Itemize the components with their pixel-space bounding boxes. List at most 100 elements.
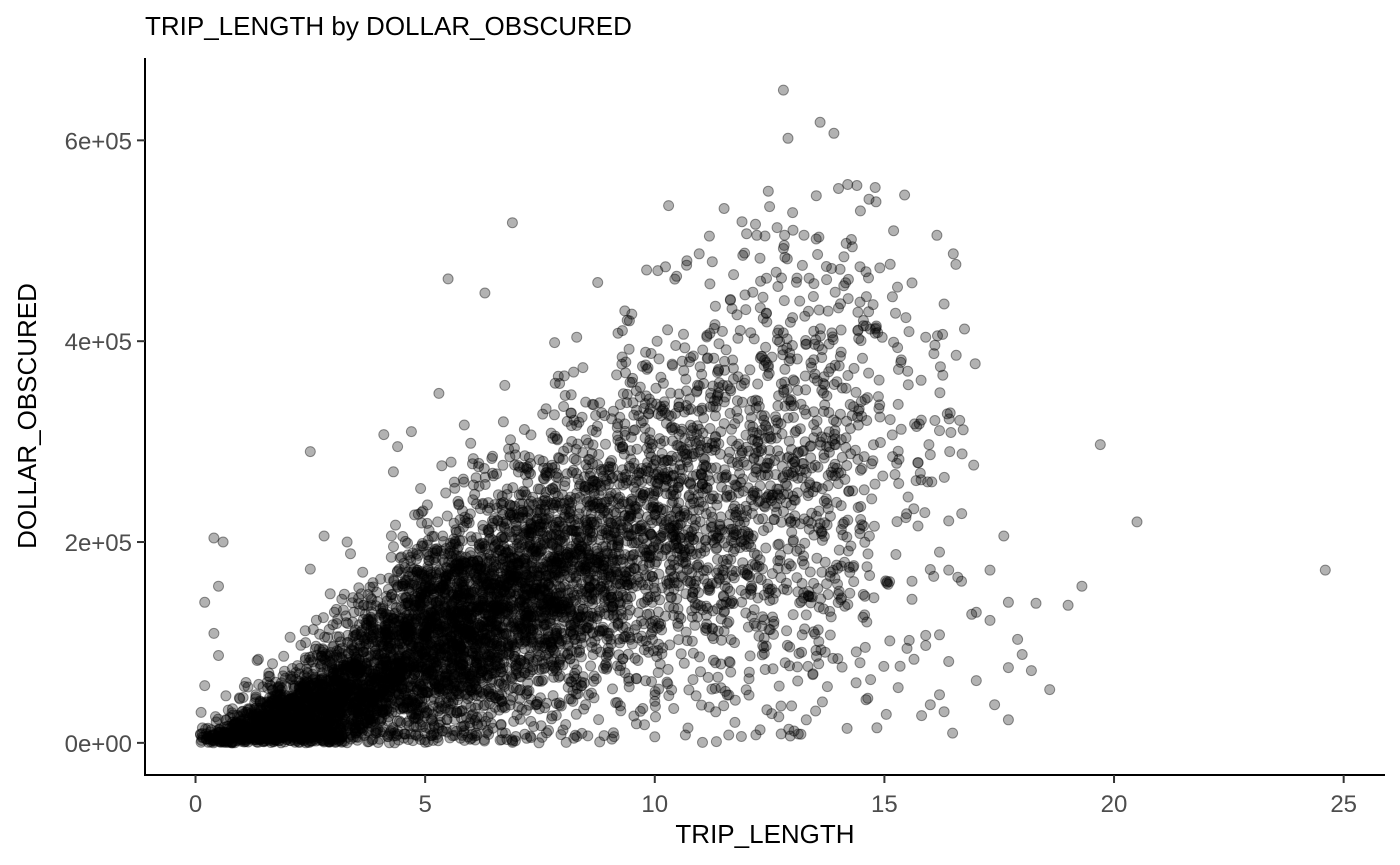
- data-point: [423, 554, 435, 566]
- data-point: [458, 645, 470, 657]
- data-point: [322, 716, 334, 728]
- data-point: [553, 633, 565, 645]
- data-point: [512, 557, 524, 569]
- data-point: [510, 581, 522, 593]
- data-point: [416, 506, 428, 518]
- data-point: [449, 671, 461, 683]
- data-point: [581, 622, 593, 634]
- data-point: [550, 709, 562, 721]
- data-point: [434, 582, 446, 594]
- data-point: [340, 661, 352, 673]
- data-point: [606, 540, 618, 552]
- data-point: [456, 672, 468, 684]
- data-point: [399, 617, 411, 629]
- data-point: [381, 635, 393, 647]
- data-point: [343, 648, 355, 660]
- data-point: [512, 574, 524, 586]
- data-point: [418, 669, 430, 681]
- points-layer: [195, 84, 1331, 749]
- data-point: [519, 643, 531, 655]
- data-point: [371, 689, 382, 701]
- data-point: [455, 658, 467, 670]
- data-point: [688, 497, 700, 509]
- data-point: [373, 683, 385, 695]
- data-point: [583, 689, 594, 701]
- data-point: [453, 627, 465, 639]
- data-point: [643, 487, 655, 499]
- data-point: [513, 576, 525, 588]
- data-point: [497, 636, 509, 648]
- data-point: [562, 547, 574, 559]
- data-point: [421, 662, 433, 674]
- data-point: [323, 695, 335, 707]
- data-point: [357, 614, 369, 625]
- data-point: [598, 591, 610, 603]
- data-point: [524, 666, 536, 678]
- data-point: [386, 589, 398, 601]
- data-point: [425, 656, 437, 668]
- data-point: [381, 628, 393, 640]
- data-point: [453, 573, 465, 585]
- data-point: [333, 631, 345, 643]
- data-point: [490, 547, 502, 559]
- data-point: [605, 461, 617, 473]
- data-point: [403, 571, 415, 582]
- data-point: [359, 631, 371, 643]
- data-point: [380, 622, 392, 634]
- data-point: [352, 725, 363, 737]
- data-point: [495, 567, 507, 579]
- data-point: [366, 696, 378, 708]
- data-point: [548, 502, 559, 514]
- data-point: [396, 580, 408, 592]
- data-point: [414, 734, 426, 745]
- data-point: [405, 642, 417, 654]
- data-point: [270, 715, 282, 726]
- data-point: [327, 641, 339, 653]
- data-point: [338, 673, 350, 685]
- data-point: [498, 670, 509, 682]
- data-point: [363, 736, 375, 748]
- data-point: [483, 574, 494, 585]
- data-point: [490, 604, 502, 616]
- data-point: [527, 636, 539, 648]
- data-point: [383, 737, 395, 749]
- data-point: [485, 683, 497, 694]
- data-point: [399, 690, 411, 701]
- data-point: [507, 509, 519, 521]
- data-point: [382, 671, 394, 683]
- data-point: [421, 499, 433, 511]
- data-point: [497, 416, 509, 428]
- data-point: [455, 559, 467, 571]
- data-point: [473, 578, 485, 590]
- data-point: [412, 615, 424, 627]
- data-point: [509, 650, 521, 662]
- data-point: [519, 610, 531, 622]
- data-point: [323, 666, 335, 678]
- data-point: [599, 659, 611, 671]
- data-point: [550, 529, 562, 541]
- data-point: [596, 555, 608, 567]
- data-point: [381, 595, 393, 607]
- data-point: [540, 649, 551, 661]
- data-point: [328, 606, 340, 618]
- data-point: [364, 713, 376, 725]
- data-point: [456, 600, 468, 612]
- data-point: [238, 713, 250, 725]
- data-point: [394, 663, 406, 675]
- data-point: [535, 507, 546, 519]
- data-point: [431, 642, 443, 654]
- data-point: [329, 680, 341, 692]
- data-point: [408, 579, 420, 591]
- data-point: [461, 711, 472, 723]
- data-point: [540, 570, 552, 582]
- data-point: [407, 577, 419, 589]
- data-point: [474, 686, 486, 698]
- data-point: [376, 674, 388, 686]
- data-point: [525, 633, 537, 645]
- data-point: [379, 624, 391, 636]
- data-point: [483, 548, 495, 560]
- data-point: [440, 573, 452, 585]
- data-point: [500, 598, 512, 609]
- data-point: [585, 660, 597, 672]
- data-point: [521, 583, 533, 595]
